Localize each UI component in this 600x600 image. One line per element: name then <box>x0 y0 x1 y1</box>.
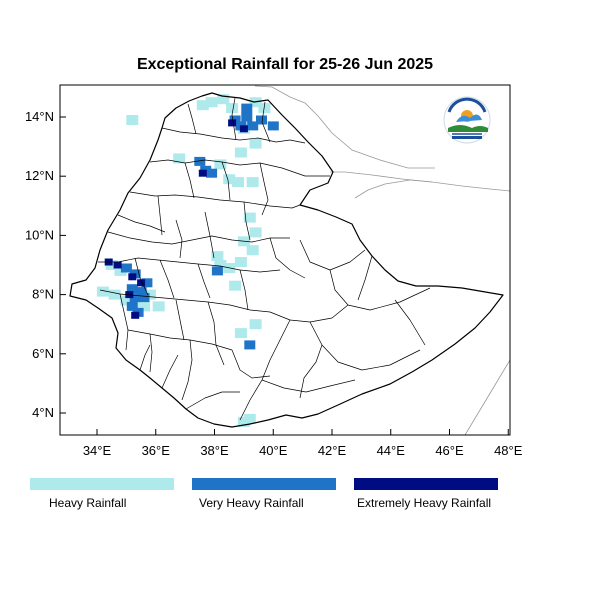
admin-boundaries <box>98 97 431 421</box>
ethiopian-meteorology-institute-logo <box>443 96 491 144</box>
lat-tick-label: 12°N <box>25 168 54 183</box>
rainfall-cell-very-heavy <box>247 121 259 131</box>
lon-tick-label: 44°E <box>377 443 406 458</box>
rainfall-cell-heavy <box>143 289 156 300</box>
rainfall-cell-heavy <box>249 227 262 238</box>
rainfall-cell-heavy <box>246 177 259 188</box>
rainfall-cell-extremely-heavy <box>131 311 140 319</box>
rainfall-cell-very-heavy <box>211 266 223 276</box>
red-sea-coast-line <box>254 85 435 169</box>
rainfall-cell-very-heavy <box>241 103 253 113</box>
somaliland-border-line <box>354 179 433 199</box>
page-title: Exceptional Rainfall for 25-26 Jun 2025 <box>136 56 434 73</box>
rainfall-cell-heavy <box>126 115 139 125</box>
legend-swatch-heavy <box>30 478 174 490</box>
rainfall-cell-very-heavy <box>126 284 138 294</box>
rainfall-cell-heavy <box>196 100 209 111</box>
rainfall-cell-heavy <box>114 265 127 276</box>
rainfall-cell-heavy <box>226 103 239 114</box>
latitude-axis: 4°N 6°N 8°N 10°N 12°N 14°N <box>25 109 66 420</box>
rainfall-cell-extremely-heavy <box>239 125 248 133</box>
lon-tick-label: 38°E <box>200 443 229 458</box>
rainfall-cell-heavy <box>205 97 218 108</box>
rainfall-cell-heavy <box>249 319 262 330</box>
rainfall-cell-heavy <box>234 328 247 339</box>
lon-tick-label: 46°E <box>435 443 464 458</box>
rainfall-cell-extremely-heavy <box>137 279 146 287</box>
rainfall-cell-extremely-heavy <box>198 169 207 177</box>
rainfall-cell-heavy <box>234 257 247 267</box>
legend-swatch-very-heavy <box>192 478 336 490</box>
rainfall-cell-heavy <box>249 138 262 149</box>
rainfall-cell-heavy <box>214 159 227 170</box>
rainfall-cell-heavy <box>152 301 165 312</box>
lat-tick-label: 8°N <box>32 287 54 302</box>
lat-tick-label: 6°N <box>32 346 54 361</box>
rainfall-cell-heavy <box>246 245 259 256</box>
rainfall-cell-heavy <box>214 260 227 270</box>
rainfall-cell-very-heavy <box>141 278 153 288</box>
rainfall-cell-heavy <box>234 147 247 158</box>
lon-tick-label: 48°E <box>494 443 523 458</box>
map-frame <box>59 84 511 436</box>
rainfall-cell-very-heavy <box>244 340 256 350</box>
rainfall-cell-very-heavy <box>135 287 147 297</box>
rainfall-cell-very-heavy <box>126 301 138 311</box>
ethiopia-map <box>69 92 504 428</box>
rainfall-cell-heavy <box>173 153 186 164</box>
rainfall-cell-heavy <box>223 174 236 185</box>
rainfall-cell-heavy <box>237 416 250 427</box>
somalia-coast-line <box>464 359 510 435</box>
rainfall-cell-very-heavy <box>194 156 206 166</box>
rainfall-cells <box>96 94 279 427</box>
gulf-of-aden-coast-line <box>330 171 510 192</box>
ethiopia-outline <box>69 92 504 428</box>
rainfall-cell-extremely-heavy <box>128 273 137 281</box>
rainfall-cell-heavy <box>229 280 242 291</box>
rainfall-cell-heavy <box>217 94 230 105</box>
rainfall-cell-very-heavy <box>206 168 218 178</box>
rainfall-cell-heavy <box>120 295 133 306</box>
legend-label-extremely-heavy: Extremely Heavy Rainfall <box>357 496 492 510</box>
rainfall-cell-heavy <box>243 212 256 223</box>
rainfall-cell-extremely-heavy <box>113 261 122 269</box>
lat-tick-label: 14°N <box>25 109 54 124</box>
rainfall-cell-heavy <box>108 289 121 300</box>
lon-tick-label: 42°E <box>318 443 347 458</box>
legend-swatch-extremely-heavy <box>354 478 498 490</box>
rainfall-cell-extremely-heavy <box>228 119 237 127</box>
legend-bars <box>30 478 498 490</box>
rainfall-cell-heavy <box>232 177 244 188</box>
rainfall-cell-heavy <box>96 286 109 297</box>
lon-tick-label: 36°E <box>142 443 171 458</box>
rainfall-cell-heavy <box>211 251 224 262</box>
longitude-axis: 34°E 36°E 38°E 40°E 42°E 44°E 46°E 48°E <box>83 429 523 458</box>
lat-tick-label: 10°N <box>25 227 54 242</box>
rainfall-cell-very-heavy <box>241 112 253 122</box>
rainfall-cell-very-heavy <box>256 115 267 125</box>
legend-label-heavy: Heavy Rainfall <box>49 496 127 510</box>
rainfall-cell-very-heavy <box>267 121 279 131</box>
lon-tick-label: 34°E <box>83 443 112 458</box>
lat-tick-label: 4°N <box>32 405 54 420</box>
rainfall-cell-very-heavy <box>129 293 141 303</box>
lon-tick-label: 40°E <box>259 443 288 458</box>
legend-label-very-heavy: Very Heavy Rainfall <box>199 496 304 510</box>
neighbor-country-borders <box>254 85 510 435</box>
rainfall-cell-very-heavy <box>120 263 132 273</box>
rainfall-cell-very-heavy <box>138 293 150 303</box>
rainfall-cell-heavy <box>138 301 150 312</box>
